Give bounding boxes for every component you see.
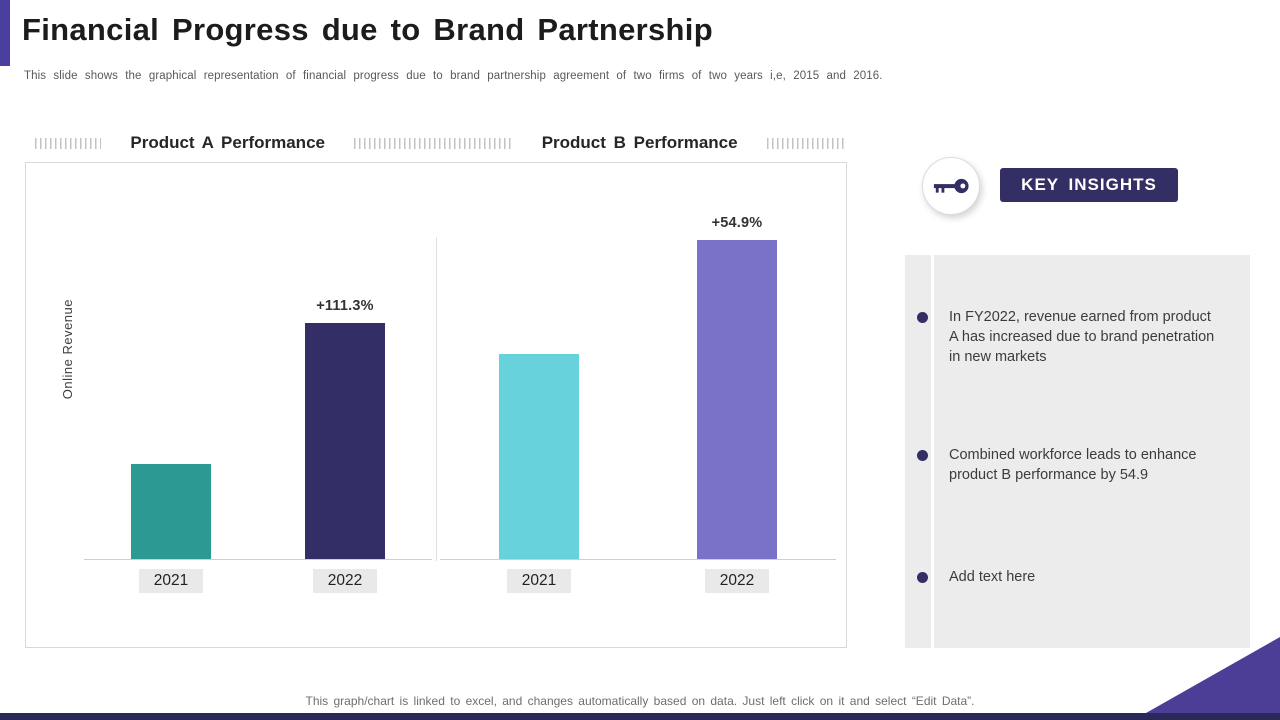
chart-divider (436, 237, 437, 561)
bullet-dot-icon (917, 572, 928, 583)
bar-growth-label: +111.3% (316, 298, 374, 314)
x-axis-labels-a: 2021 2022 (84, 569, 432, 593)
bar-growth-label: +54.9% (711, 215, 763, 231)
x-axis-labels-b: 2021 2022 (440, 569, 836, 593)
bottom-accent-bar (0, 713, 1280, 720)
page-title: Financial Progress due to Brand Partners… (22, 12, 713, 47)
chart-header-row: Product A Performance Product B Performa… (35, 132, 847, 154)
bullet-dot-icon (917, 450, 928, 461)
x-axis-label: 2022 (312, 569, 378, 593)
list-item: Add text here (917, 567, 1236, 587)
bar-group: +111.3% (305, 298, 385, 559)
bullet-dot-icon (917, 312, 928, 323)
plot-area-b: +54.9% (440, 163, 836, 560)
key-insights-panel: In FY2022, revenue earned from product A… (905, 255, 1250, 648)
decorative-tick-strip (354, 137, 513, 149)
top-left-accent-bar (0, 0, 10, 66)
decorative-tick-strip (35, 137, 101, 149)
plot-area-a: +111.3% (84, 163, 432, 560)
bar-chart-product-b: +54.9% 2021 2022 (440, 163, 836, 649)
insight-text: Add text here (949, 569, 1036, 585)
list-item: In FY2022, revenue earned from product A… (917, 307, 1236, 367)
x-axis-label: 2021 (138, 569, 204, 593)
bar-2021 (131, 464, 211, 559)
bar-group: +54.9% (697, 215, 777, 559)
slide-footer-note: This graph/chart is linked to excel, and… (305, 694, 975, 708)
key-insights-badge: KEY INSIGHTS (1000, 168, 1178, 202)
list-item: Combined workforce leads to enhance prod… (917, 445, 1236, 485)
key-icon (933, 178, 969, 194)
bar-2021 (499, 354, 579, 559)
bar-chart-product-a: +111.3% 2021 2022 (84, 163, 432, 649)
insight-text: In FY2022, revenue earned from product A… (949, 309, 1215, 365)
bar-group (499, 354, 579, 559)
chart-area[interactable]: Online Revenue +111.3% 2021 2022 +54.9% 2… (25, 162, 847, 648)
slide-subtitle: This slide shows the graphical represent… (24, 70, 883, 82)
insight-text: Combined workforce leads to enhance prod… (949, 447, 1197, 483)
y-axis-label: Online Revenue (60, 299, 75, 400)
bar-2022 (697, 240, 777, 559)
x-axis-label: 2022 (704, 569, 770, 593)
bar-group (131, 464, 211, 559)
decorative-tick-strip (766, 137, 847, 149)
bar-2022 (305, 323, 385, 559)
key-icon-circle (922, 157, 980, 215)
chart-a-title: Product A Performance (130, 133, 325, 152)
x-axis-label: 2021 (506, 569, 572, 593)
chart-b-title: Product B Performance (541, 133, 738, 152)
